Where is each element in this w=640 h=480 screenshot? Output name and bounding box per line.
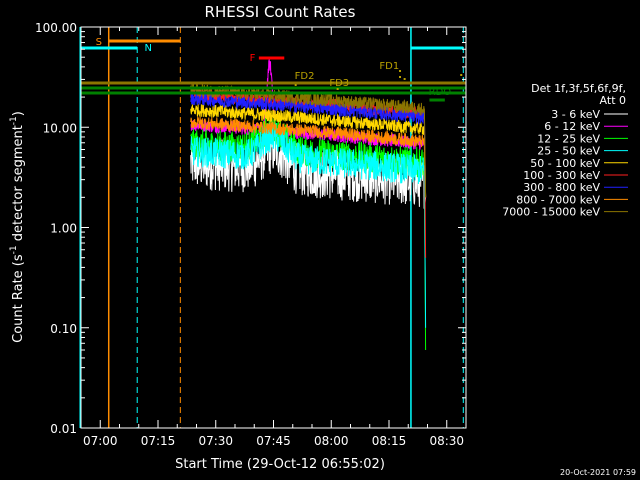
- y-axis-label-main: Count Rate (s: [11, 254, 26, 343]
- series-line: [190, 122, 427, 328]
- y-tick-label: 1.00: [50, 222, 77, 236]
- legend-header-line2: Att 0: [600, 94, 626, 107]
- y-axis-label-sup1: -1: [9, 245, 19, 254]
- y-tick-label: 0.01: [50, 422, 77, 436]
- series-line: [190, 103, 427, 198]
- x-tick-label: 07:00: [83, 434, 118, 448]
- y-axis-label: Count Rate (s-1 detector segment-1): [9, 111, 26, 343]
- y-tick-label: 100.00: [35, 21, 77, 35]
- annotation-label: N: [145, 43, 152, 54]
- fd-dot: [460, 74, 463, 76]
- annotation-label: FD3: [329, 78, 349, 89]
- series-line: [190, 116, 427, 198]
- y-axis-label-end: ): [11, 111, 26, 116]
- plot-area: S N F FD2 FD3 FD1 RDO: [79, 27, 466, 428]
- x-tick-label: 08:00: [314, 434, 349, 448]
- x-axis-label: Start Time (29-Oct-12 06:55:02): [175, 457, 385, 472]
- annotation-label: S: [96, 37, 102, 48]
- annotation-label: FD2: [295, 71, 315, 82]
- legend-label: 6 - 12 keV: [544, 120, 600, 133]
- x-tick-label: 07:15: [141, 434, 176, 448]
- fd-dot: [336, 88, 339, 90]
- x-tick-label: 07:45: [256, 434, 291, 448]
- x-tick-label: 08:30: [429, 434, 464, 448]
- legend-label: 100 - 300 keV: [523, 169, 600, 182]
- legend-label: 50 - 100 keV: [530, 157, 600, 170]
- legend-label: 300 - 800 keV: [523, 181, 600, 194]
- fd-dot: [403, 78, 406, 80]
- x-tick-label: 07:30: [198, 434, 233, 448]
- y-tick-label: 0.10: [50, 322, 77, 336]
- chart-title: RHESSI Count Rates: [205, 3, 356, 21]
- annotation-label: F: [250, 53, 256, 64]
- legend-label: 12 - 25 keV: [537, 132, 600, 145]
- x-tick-label: 08:15: [372, 434, 407, 448]
- legend-header-line1: Det 1f,3f,5f,6f,9f,: [531, 82, 626, 95]
- timestamp: 20-Oct-2021 07:59: [560, 468, 636, 477]
- fd-dot: [294, 84, 297, 86]
- annotation-label: RDO: [429, 87, 452, 98]
- legend-label: 7000 - 15000 keV: [502, 206, 600, 219]
- series-line: [190, 91, 427, 198]
- legend-label: 3 - 6 keV: [551, 108, 600, 121]
- annotation-label: FD1: [379, 61, 399, 72]
- fd-dot: [399, 70, 402, 72]
- fd-dot: [399, 76, 402, 78]
- legend-label: 800 - 7000 keV: [516, 193, 600, 206]
- y-axis-label-mid: detector segment: [11, 125, 26, 245]
- y-axis-label-sup2: -1: [9, 116, 19, 125]
- y-tick-label: 10.00: [43, 121, 77, 135]
- legend-label: 25 - 50 keV: [537, 145, 600, 158]
